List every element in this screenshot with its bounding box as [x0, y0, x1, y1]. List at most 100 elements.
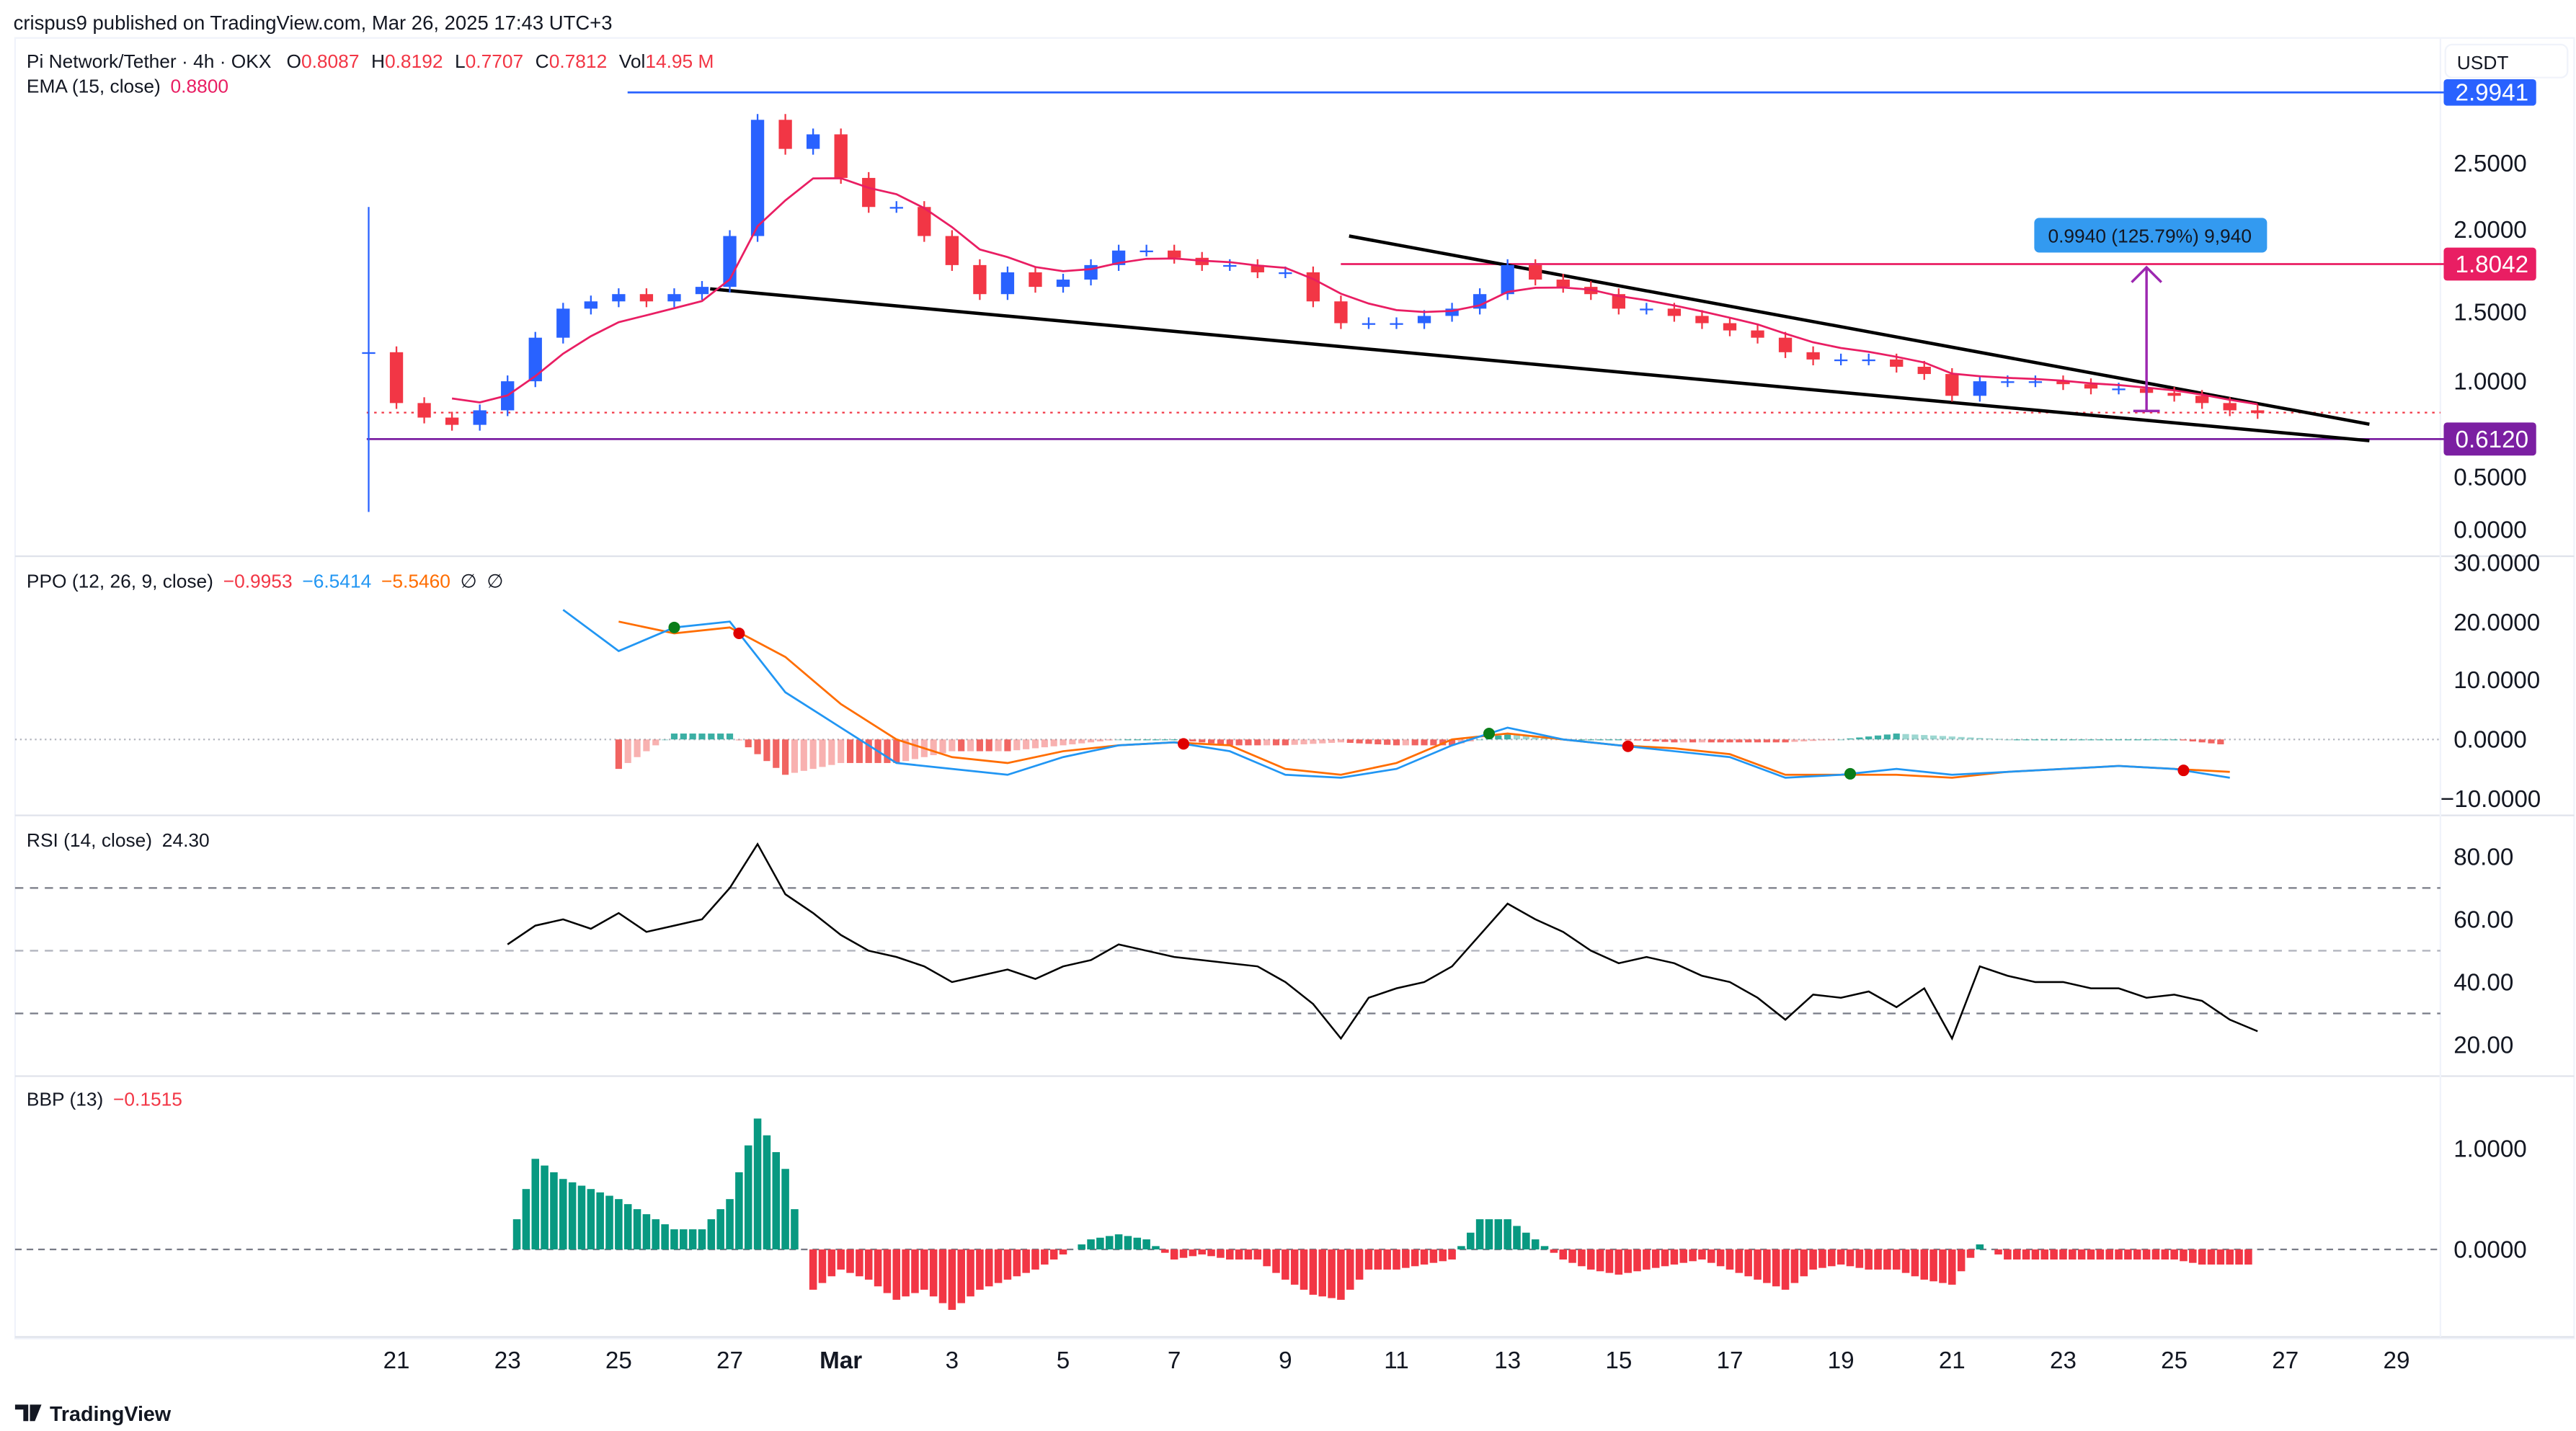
ppo-hist-bar — [1171, 739, 1178, 741]
ppo-hist-bar — [1782, 739, 1789, 743]
candle-body — [1223, 264, 1237, 267]
bbp-bar — [1189, 1249, 1197, 1257]
bbp-bar — [1504, 1219, 1511, 1250]
ppo-hist-bar — [2087, 739, 2095, 741]
ema-value: 0.8800 — [171, 75, 229, 97]
bbp-legend[interactable]: BBP (13) −0.1515 — [27, 1089, 182, 1110]
ema-legend[interactable]: EMA (15, close) 0.8800 — [27, 75, 228, 97]
currency-button-label: USDT — [2457, 52, 2509, 73]
ppo-hist-bar — [930, 739, 937, 756]
bbp-bar — [1198, 1249, 1206, 1255]
ppo-hist-bar — [1421, 739, 1428, 746]
ppo-hist-bar — [1615, 739, 1622, 741]
ppo-hist-bar — [2217, 739, 2224, 745]
candle-body — [1890, 359, 1904, 367]
bbp-bar — [1003, 1249, 1012, 1280]
price-axis[interactable]: 2.5000 2.0000 1.5000 1.0000 0.5000 0.000… — [2453, 151, 2527, 544]
ppo-hist-bar — [773, 739, 780, 768]
tradingview-logo[interactable]: TradingView — [14, 1403, 172, 1426]
time-tick: 23 — [494, 1347, 521, 1374]
bbp-tick: 1.0000 — [2453, 1136, 2527, 1163]
symbol-label[interactable]: Pi Network/Tether · 4h · OKX — [27, 50, 272, 72]
bbp-bar — [1217, 1249, 1225, 1258]
rsi-line[interactable] — [507, 842, 2258, 1041]
bbp-bar — [1892, 1249, 1901, 1270]
bbp-bar — [938, 1249, 947, 1303]
candle-body — [1306, 272, 1320, 302]
ppo-signal-line[interactable] — [618, 620, 2230, 779]
time-tick: 25 — [605, 1347, 632, 1374]
ppo-hist-bar — [624, 739, 631, 763]
ppo-hist-bar — [1976, 738, 1984, 740]
trendline-upper[interactable] — [1349, 234, 2370, 426]
price-tick: 1.0000 — [2453, 369, 2527, 396]
ppo-hist-bar — [1958, 736, 1965, 740]
time-axis[interactable]: 21 23 25 27 Mar 3 5 7 9 11 13 15 17 19 21 23 25 27 29 — [383, 1347, 2410, 1374]
price-label-top-text: 2.9941 — [2455, 80, 2528, 107]
ppo-hist-bar — [884, 739, 891, 763]
bbp-bar — [559, 1179, 567, 1250]
bbp-bar — [1133, 1237, 1142, 1250]
bbp-bar — [2040, 1249, 2049, 1260]
ppo-hist-bar — [893, 739, 900, 763]
ppo-hist-bar — [1921, 735, 1928, 740]
ppo-hist-bar — [1384, 739, 1391, 745]
bbp-bar — [2022, 1249, 2030, 1260]
ppo-line[interactable] — [562, 609, 2230, 779]
bbp-bar — [726, 1199, 734, 1250]
bbp-bar — [1948, 1249, 1956, 1285]
bbp-bar — [1754, 1249, 1762, 1280]
tradingview-logo-icon — [14, 1404, 42, 1422]
ppo-hist-bar — [1069, 739, 1076, 745]
bbp-bar — [1467, 1232, 1475, 1250]
bbp-bar — [1179, 1249, 1188, 1258]
candle-body — [695, 287, 709, 295]
currency-button[interactable] — [2444, 43, 2569, 79]
bbp-bar — [1031, 1249, 1039, 1270]
rsi-value: 24.30 — [162, 829, 210, 851]
candle-body — [1417, 316, 1431, 324]
ppo-hist-bar — [846, 739, 854, 763]
ppo-hist-bar — [1282, 739, 1289, 746]
ppo-hist-bar — [2069, 739, 2076, 741]
ppo-hist-bar — [1430, 739, 1437, 746]
bbp-tick: 0.0000 — [2453, 1236, 2527, 1263]
low-value: 0.7707 — [466, 50, 524, 72]
ppo-hist-bar — [800, 739, 807, 771]
bbp-bar — [1393, 1249, 1400, 1270]
bbp-bar — [781, 1169, 789, 1250]
bbp-bar — [1429, 1249, 1438, 1263]
rsi-legend[interactable]: RSI (14, close) 24.30 — [27, 829, 210, 851]
tradingview-logo-text: TradingView — [50, 1403, 172, 1426]
bbp-bar — [2059, 1249, 2067, 1260]
rsi-tick: 80.00 — [2453, 844, 2513, 870]
bbp-bar — [2235, 1249, 2243, 1265]
ppo-hist-bar — [754, 739, 761, 754]
bbp-bar — [772, 1151, 781, 1250]
bbp-bar — [1633, 1249, 1641, 1272]
ppo-hist-bar — [1087, 739, 1095, 743]
candle-body — [639, 294, 654, 302]
bbp-bar — [1494, 1219, 1503, 1250]
time-tick: 9 — [1279, 1347, 1292, 1374]
ppo-hist-bar — [1310, 739, 1317, 744]
candle-body — [1973, 381, 1987, 396]
bbp-bar — [1818, 1249, 1826, 1268]
ppo-cross-dot — [733, 627, 745, 640]
ppo-hist-bar — [2189, 739, 2196, 741]
ppo-tick: −10.0000 — [2440, 786, 2541, 813]
ppo-cross-dot — [1844, 767, 1857, 780]
bbp-bar — [837, 1249, 845, 1270]
bbp-bar — [1578, 1249, 1586, 1267]
trendline-lower[interactable] — [710, 287, 2370, 442]
bbp-bar — [642, 1214, 651, 1250]
ppo-hist-bar — [1522, 735, 1529, 740]
ppo-hist-bar — [2051, 739, 2058, 741]
candle-body — [778, 120, 792, 149]
ema-line[interactable] — [451, 177, 2258, 406]
ppo-hist-bar — [689, 734, 696, 740]
ppo-legend[interactable]: PPO (12, 26, 9, close) −0.9953 −6.5414 −5.5… — [27, 570, 503, 592]
candle-body — [1445, 308, 1459, 316]
ppo-hist-bar — [1134, 739, 1141, 741]
